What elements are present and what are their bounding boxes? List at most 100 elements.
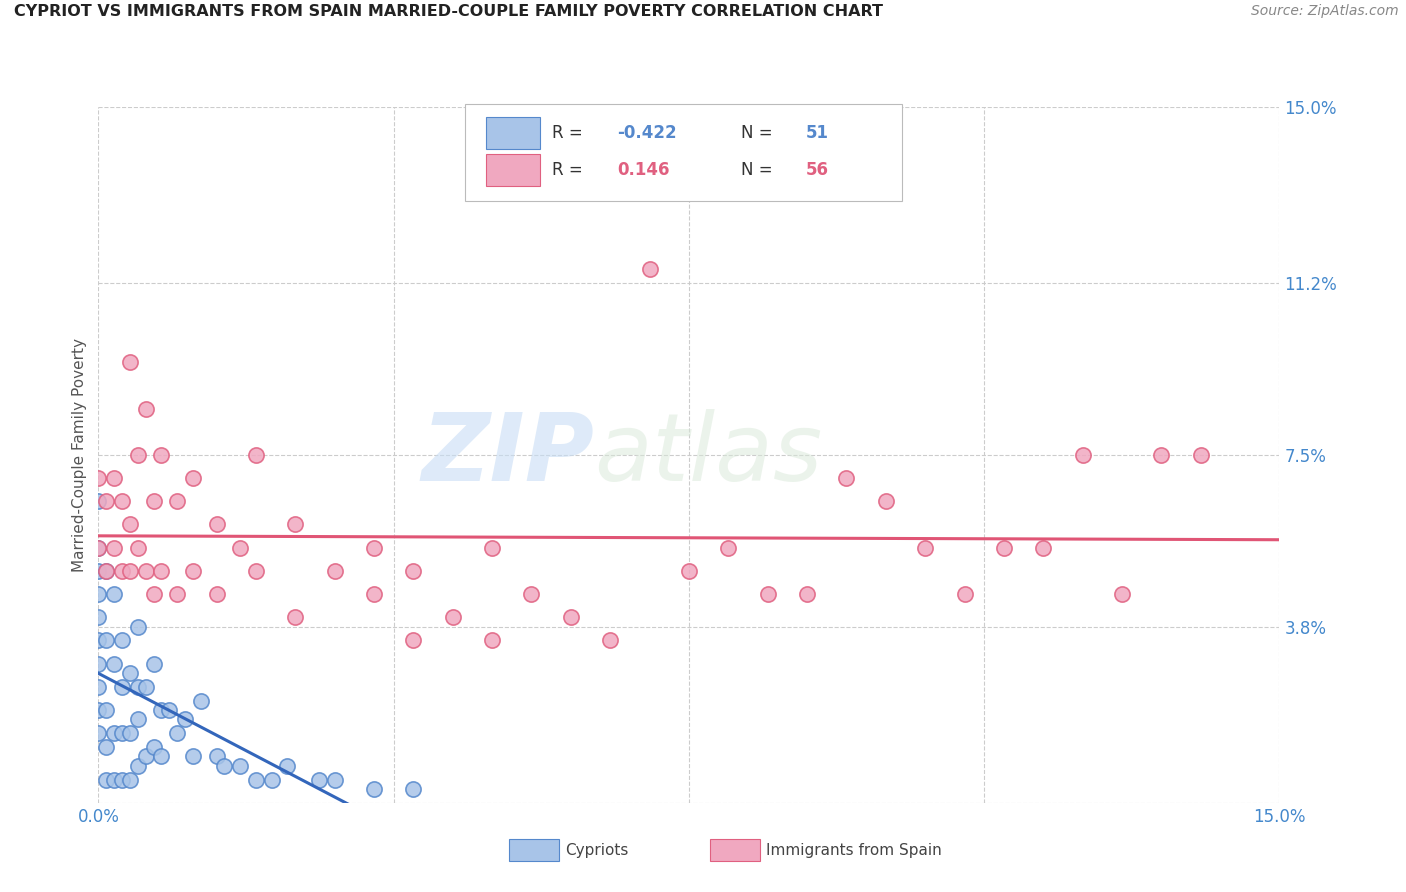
Point [127, 680, 149, 694]
Point [150, 564, 173, 578]
Point [87, 564, 110, 578]
Point [127, 541, 149, 555]
Point [87, 703, 110, 717]
Point [284, 517, 307, 532]
Point [993, 541, 1015, 555]
Point [520, 587, 543, 601]
Point [142, 657, 165, 671]
Point [118, 726, 141, 740]
Point [142, 494, 165, 508]
Point [111, 726, 134, 740]
Point [103, 587, 125, 601]
Point [1189, 448, 1212, 462]
Point [276, 758, 298, 772]
Text: ZIP: ZIP [422, 409, 595, 501]
Point [87, 541, 110, 555]
Point [142, 587, 165, 601]
Point [796, 587, 818, 601]
Text: R =: R = [553, 161, 588, 179]
Point [96, 564, 118, 578]
Point [87, 587, 110, 601]
Point [560, 610, 582, 624]
Point [103, 541, 125, 555]
Point [1150, 448, 1173, 462]
Point [402, 781, 425, 796]
Point [363, 781, 385, 796]
Point [103, 471, 125, 485]
Text: 0.146: 0.146 [617, 161, 669, 179]
Point [142, 740, 165, 755]
Text: N =: N = [741, 124, 778, 142]
Point [205, 749, 228, 764]
Point [953, 587, 976, 601]
Text: R =: R = [553, 124, 588, 142]
Point [245, 772, 267, 787]
Point [181, 564, 204, 578]
Point [229, 758, 252, 772]
Y-axis label: Married-Couple Family Poverty: Married-Couple Family Poverty [72, 338, 87, 572]
Point [135, 749, 157, 764]
Point [205, 517, 228, 532]
Point [87, 494, 110, 508]
Point [96, 564, 118, 578]
Point [127, 448, 149, 462]
Point [363, 587, 385, 601]
Point [914, 541, 936, 555]
FancyBboxPatch shape [486, 117, 540, 149]
FancyBboxPatch shape [710, 839, 759, 862]
Point [214, 758, 236, 772]
Point [87, 657, 110, 671]
Point [174, 712, 197, 726]
Point [111, 494, 134, 508]
Point [111, 633, 134, 648]
Point [717, 541, 740, 555]
Point [96, 740, 118, 755]
Text: 51: 51 [806, 124, 830, 142]
Point [245, 564, 267, 578]
Point [118, 355, 141, 369]
Point [127, 712, 149, 726]
Point [96, 633, 118, 648]
Point [678, 564, 700, 578]
Text: N =: N = [741, 161, 778, 179]
Point [118, 564, 141, 578]
Point [481, 633, 503, 648]
Point [166, 587, 188, 601]
Point [1071, 448, 1094, 462]
Point [441, 610, 464, 624]
Point [150, 749, 173, 764]
Point [284, 610, 307, 624]
Point [166, 494, 188, 508]
Point [190, 694, 212, 708]
Point [205, 587, 228, 601]
Point [150, 448, 173, 462]
Point [875, 494, 897, 508]
Point [402, 633, 425, 648]
Text: 56: 56 [806, 161, 830, 179]
Point [756, 587, 779, 601]
Point [87, 726, 110, 740]
Point [181, 471, 204, 485]
Point [118, 772, 141, 787]
Point [87, 471, 110, 485]
Point [87, 633, 110, 648]
Point [181, 749, 204, 764]
Text: -0.422: -0.422 [617, 124, 676, 142]
Point [103, 657, 125, 671]
Point [96, 703, 118, 717]
Point [229, 541, 252, 555]
Point [87, 680, 110, 694]
Point [308, 772, 330, 787]
Point [111, 564, 134, 578]
Point [111, 772, 134, 787]
Point [1111, 587, 1133, 601]
Point [245, 448, 267, 462]
Point [835, 471, 858, 485]
Point [103, 726, 125, 740]
Point [363, 541, 385, 555]
Point [599, 633, 621, 648]
Point [118, 517, 141, 532]
Point [481, 541, 503, 555]
Point [323, 772, 346, 787]
Point [118, 665, 141, 680]
